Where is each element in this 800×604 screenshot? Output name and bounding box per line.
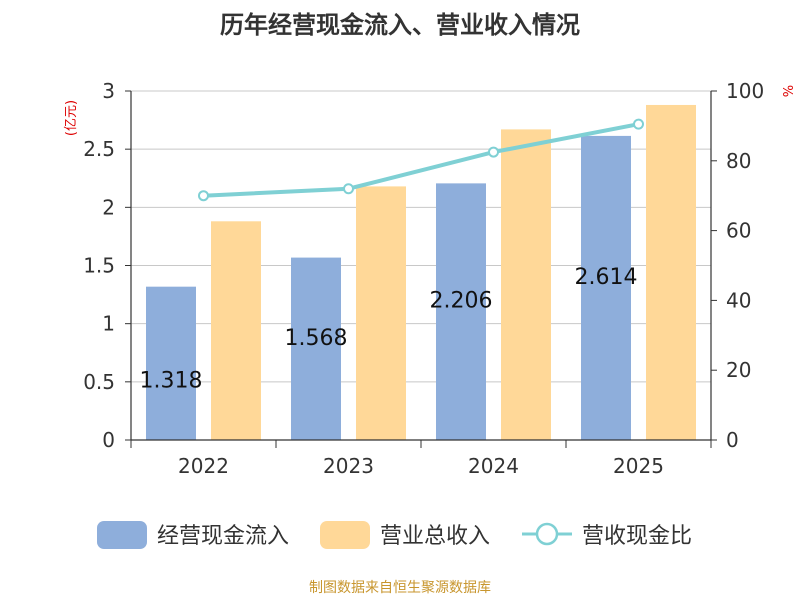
y-right-tick-label: 0 — [726, 428, 739, 452]
y-left-tick-label: 0 — [102, 428, 115, 452]
x-tick-label: 2025 — [613, 454, 664, 478]
line-point — [488, 146, 499, 158]
bar-cash-inflow — [436, 183, 486, 441]
bar-revenue — [211, 221, 261, 440]
x-tick-label: 2022 — [178, 454, 229, 478]
bar-cash-inflow — [146, 286, 196, 440]
y-right-tick-label: 100 — [726, 79, 764, 103]
x-tick-label: 2024 — [468, 454, 519, 478]
line-series-path — [203, 122, 639, 198]
line-point — [343, 183, 354, 195]
source-note: 制图数据来自恒生聚源数据库 — [309, 580, 491, 596]
data-labels: 1.318 1.568 2.206 2.614 — [140, 265, 638, 393]
bar-data-label: 2.614 — [575, 265, 638, 290]
legend-swatch — [97, 521, 147, 549]
y-left-tick-label: 1 — [102, 312, 115, 336]
y-right-axis-label: % — [779, 85, 794, 97]
y-left-tick-label: 2.5 — [83, 137, 115, 161]
legend: 经营现金流入 营业总收入 营收现金比 — [97, 521, 692, 549]
chart-title: 历年经营现金流入、营业收入情况 — [220, 11, 580, 39]
y-right-tick-label: 20 — [726, 358, 751, 382]
y-left-tick-label: 1.5 — [83, 254, 115, 278]
legend-label: 营业总收入 — [380, 524, 490, 549]
legend-label: 经营现金流入 — [157, 524, 289, 549]
y-left-tick-label: 2 — [102, 195, 115, 219]
bar-revenue — [501, 129, 551, 440]
bar-data-label: 1.318 — [140, 368, 203, 393]
legend-marker — [535, 522, 559, 546]
legend-label: 营收现金比 — [582, 524, 692, 549]
y-right-tick-label: 40 — [726, 288, 751, 312]
bar-revenue — [356, 186, 406, 440]
y-left-tick-label: 3 — [102, 79, 115, 103]
legend-swatch — [320, 521, 370, 549]
line-point — [633, 118, 644, 130]
y-right-tick-label: 80 — [726, 149, 751, 173]
x-tick-label: 2023 — [323, 454, 374, 478]
y-right-tick-label: 60 — [726, 219, 751, 243]
line-point — [198, 190, 209, 202]
bar-group — [146, 104, 696, 441]
bar-data-label: 2.206 — [430, 289, 493, 314]
axes: 0 0.5 1 1.5 2 2.5 3 0 20 40 60 80 100 2022 2023 2024 202… — [83, 79, 764, 478]
bar-data-label: 1.568 — [285, 326, 348, 351]
bar-revenue — [646, 104, 696, 441]
y-left-axis-label: (亿元) — [64, 100, 79, 136]
line-series-group — [198, 118, 644, 202]
bar-cash-inflow — [291, 257, 341, 440]
y-left-tick-label: 0.5 — [83, 370, 115, 394]
bar-cash-inflow — [581, 135, 631, 440]
